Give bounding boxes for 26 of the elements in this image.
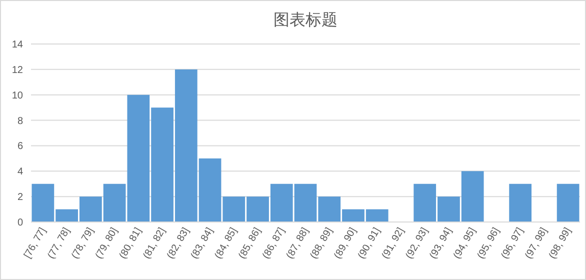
chart-title: 图表标题 bbox=[274, 11, 338, 29]
x-tick-label: (79, 80] bbox=[94, 226, 120, 261]
bar bbox=[556, 184, 580, 222]
x-tick-label: (84, 85] bbox=[213, 226, 240, 261]
x-tick-label: (86, 87] bbox=[260, 226, 288, 261]
y-tick-label: 0 bbox=[17, 218, 24, 228]
x-tick-label: (83, 84] bbox=[189, 226, 216, 261]
bar bbox=[509, 184, 532, 222]
y-tick-label: 12 bbox=[12, 64, 24, 76]
x-tick-label: (90, 91] bbox=[356, 226, 383, 261]
x-tick-label: (82, 83] bbox=[165, 226, 192, 261]
x-tick-label: (91, 92] bbox=[380, 226, 407, 261]
x-tick-label: (78, 79] bbox=[70, 226, 96, 261]
x-tick-label: (80, 81] bbox=[118, 226, 144, 261]
y-tick-label: 6 bbox=[17, 141, 24, 152]
x-tick-label: (95, 96] bbox=[476, 226, 502, 261]
x-tick-label: (98, 99] bbox=[547, 226, 574, 261]
x-tick-label: (94, 95] bbox=[452, 226, 478, 261]
x-tick-label: [76, 77] bbox=[22, 226, 49, 260]
y-tick-label: 14 bbox=[12, 40, 24, 50]
x-tick-label: (87, 88] bbox=[284, 226, 312, 261]
x-tick-label: (97, 98] bbox=[523, 226, 550, 261]
y-tick-label: 10 bbox=[12, 90, 24, 102]
y-tick-label: 8 bbox=[17, 116, 24, 127]
y-tick-label: 2 bbox=[17, 192, 24, 204]
y-tick-label: 4 bbox=[17, 166, 24, 178]
